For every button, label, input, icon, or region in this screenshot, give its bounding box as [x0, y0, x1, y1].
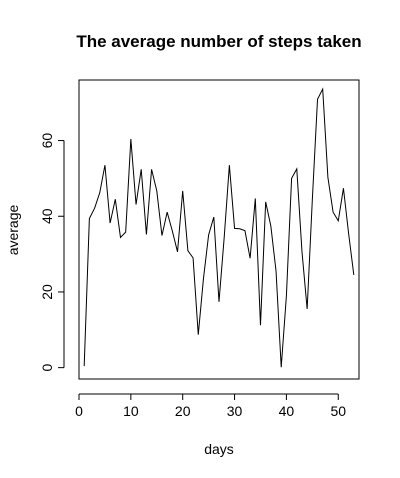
- x-tick-label: 40: [279, 403, 295, 419]
- y-axis-label: average: [5, 204, 21, 255]
- plot-box: [78, 79, 360, 380]
- x-tick-label: 10: [123, 403, 139, 419]
- y-tick-label: 40: [39, 208, 55, 224]
- x-axis-label: days: [204, 441, 234, 457]
- x-axis: 0 10 20 30 40 50: [75, 393, 346, 419]
- series-line: [83, 87, 355, 368]
- chart-title: The average number of steps taken: [76, 32, 361, 51]
- y-tick-label: 60: [39, 133, 55, 149]
- x-tick-label: 20: [175, 403, 191, 419]
- y-tick-label: 0: [39, 364, 55, 372]
- y-axis: 0 20 40 60: [39, 133, 65, 372]
- y-tick-label: 20: [39, 284, 55, 300]
- x-tick-label: 30: [227, 403, 243, 419]
- x-tick-label: 50: [330, 403, 346, 419]
- x-tick-label: 0: [75, 403, 83, 419]
